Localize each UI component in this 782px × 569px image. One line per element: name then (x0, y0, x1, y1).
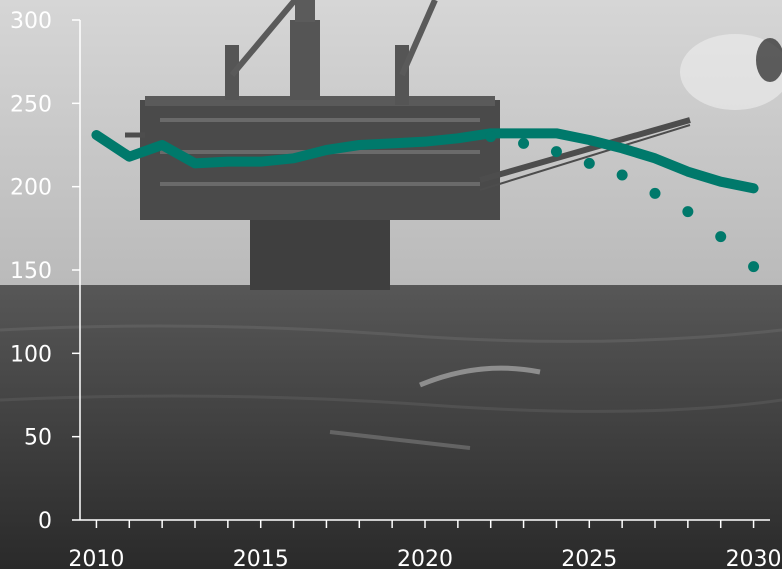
y-tick-label: 150 (10, 259, 52, 284)
projection-point (518, 137, 530, 149)
projection-point (748, 261, 760, 273)
x-tick-label: 2025 (561, 547, 617, 569)
x-tick-label: 2015 (233, 547, 289, 569)
projection-point (682, 206, 694, 218)
x-tick-label: 2020 (397, 547, 453, 569)
y-tick-label: 300 (10, 9, 52, 34)
y-tick-label: 200 (10, 176, 52, 201)
projection-point (616, 169, 628, 181)
y-tick-label: 50 (24, 426, 52, 451)
projection-point (583, 157, 595, 169)
sea-background (0, 285, 782, 569)
y-tick-label: 100 (10, 342, 52, 367)
projection-point (485, 131, 497, 143)
series-line-main (91, 128, 759, 194)
y-ticks: 0 50 100 150 200 250 300 (10, 9, 80, 534)
projection-point (550, 146, 562, 158)
y-tick-label: 250 (10, 92, 52, 117)
x-tick-label: 2010 (68, 547, 124, 569)
flare-plume (756, 38, 782, 82)
x-ticks: 2010 2015 2020 2025 2030 (68, 520, 782, 569)
y-tick-label: 0 (38, 509, 52, 534)
projection-point (715, 231, 727, 243)
projection-point (649, 187, 661, 199)
flare-smoke (680, 34, 782, 110)
x-tick-label: 2030 (726, 547, 782, 569)
series-layer (91, 128, 760, 273)
